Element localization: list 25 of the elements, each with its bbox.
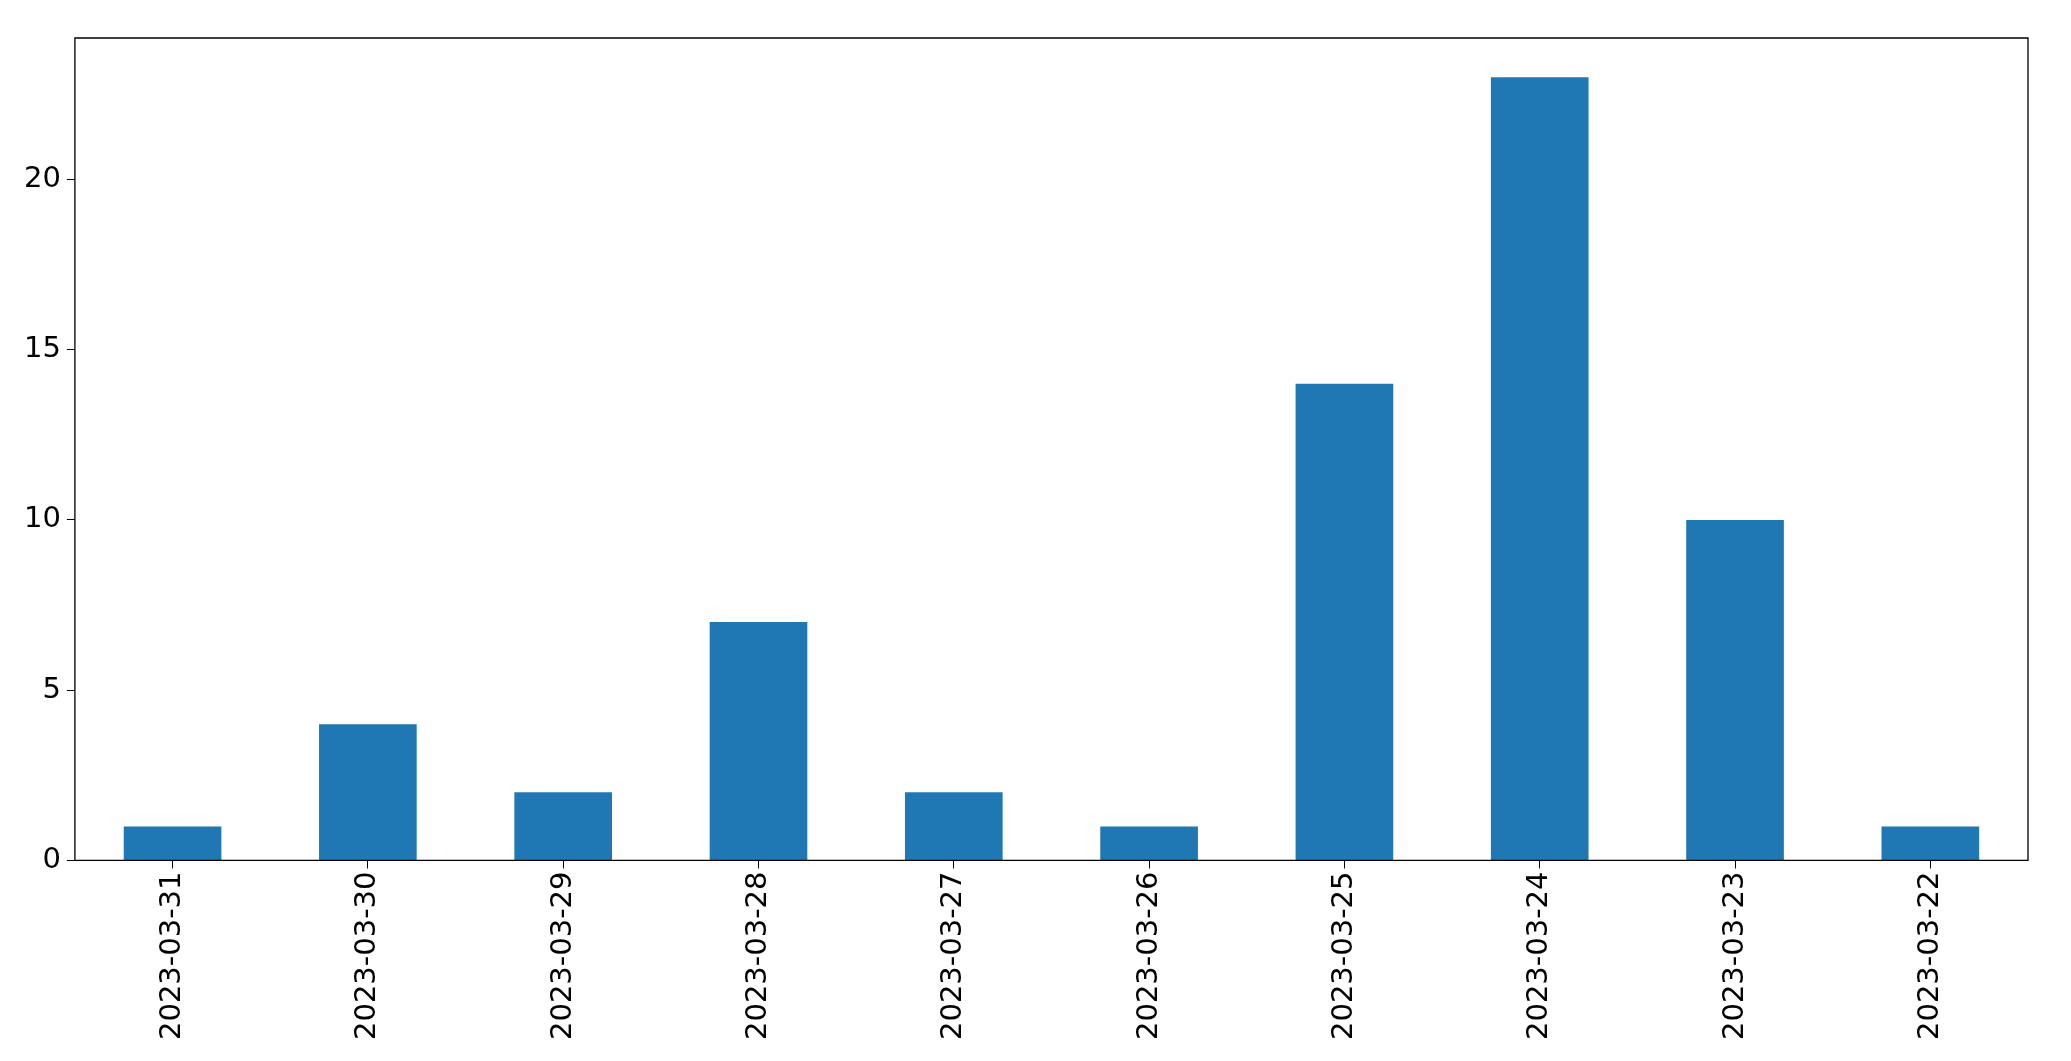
x-tick-label: 2023-03-30 — [348, 871, 383, 1041]
bar — [904, 792, 1003, 860]
y-tick-label: 5 — [42, 670, 61, 705]
bar — [1295, 383, 1394, 860]
bar — [1686, 519, 1784, 860]
bar — [1100, 826, 1198, 860]
x-tick-label: 2023-03-24 — [1520, 871, 1555, 1041]
bar — [514, 792, 612, 860]
y-tick-label: 10 — [24, 500, 61, 535]
x-tick-label: 2023-03-27 — [934, 871, 969, 1041]
bar — [319, 724, 417, 860]
y-tick-label: 20 — [24, 159, 61, 194]
bar — [709, 622, 808, 860]
x-tick-label: 2023-03-26 — [1129, 871, 1164, 1041]
bar — [1490, 77, 1589, 860]
x-tick-label: 2023-03-25 — [1324, 871, 1359, 1041]
x-tick-label: 2023-03-31 — [153, 871, 188, 1041]
x-tick-label: 2023-03-28 — [739, 871, 774, 1041]
x-tick-label: 2023-03-23 — [1715, 871, 1750, 1041]
bar — [123, 826, 222, 860]
y-tick-label: 0 — [42, 841, 61, 875]
x-tick-label: 2023-03-29 — [543, 871, 578, 1041]
x-tick-label: 2023-03-22 — [1910, 871, 1945, 1041]
bar — [1881, 826, 1980, 860]
y-tick-label: 15 — [24, 330, 61, 365]
